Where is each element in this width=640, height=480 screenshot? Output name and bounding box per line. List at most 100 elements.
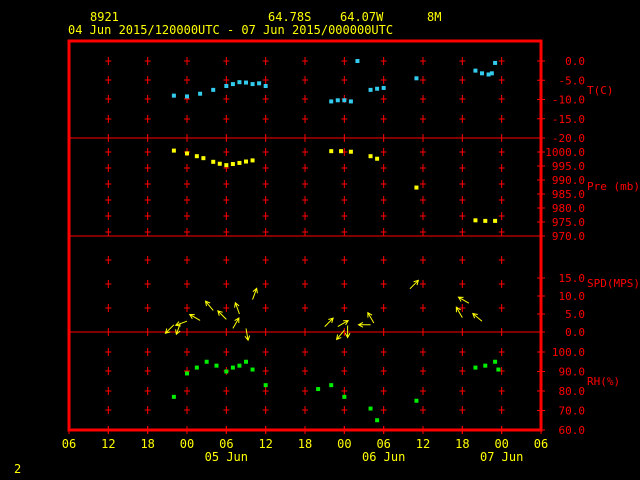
grid-cross [105, 256, 112, 264]
grid-cross [262, 148, 269, 156]
wind-arrow [204, 300, 214, 311]
grid-cross [105, 406, 112, 414]
humidity-point [185, 371, 189, 376]
grid-cross [420, 148, 426, 156]
grid-cross [341, 164, 348, 172]
grid-cross [184, 387, 190, 395]
temperature-point [414, 76, 419, 81]
humidity-point [244, 359, 248, 364]
grid-cross [459, 115, 466, 123]
x-tick-label: 00 [337, 437, 351, 451]
y-tick-label: 15.0 [559, 272, 586, 285]
grid-cross [144, 164, 151, 172]
temperature-point [480, 71, 484, 76]
grid-cross [380, 115, 387, 123]
grid-cross [262, 196, 269, 204]
grid-cross [498, 57, 505, 65]
y-tick-label: 100.0 [552, 346, 585, 359]
grid-cross [144, 57, 151, 65]
grid-cross [262, 280, 269, 288]
grid-cross [420, 406, 426, 414]
grid-cross [144, 328, 151, 336]
grid-cross [459, 196, 466, 204]
wind-arrow [188, 313, 201, 321]
series-pressure [171, 148, 498, 223]
grid-cross [223, 256, 230, 264]
grid-cross [459, 134, 466, 142]
grid-cross [459, 304, 466, 312]
x-tick-label: 12 [101, 437, 115, 451]
grid-cross [459, 387, 466, 395]
panel-label-wind: SPD(MPS) [587, 277, 640, 290]
grid-cross [420, 228, 426, 236]
grid-cross [380, 348, 387, 356]
grid-cross [459, 57, 466, 65]
grid-cross [144, 115, 151, 123]
grid-cross [144, 134, 151, 142]
pressure-point [211, 159, 216, 164]
data-series [164, 59, 501, 423]
humidity-point [171, 394, 176, 399]
pressure-point [217, 161, 222, 166]
grid-cross [380, 328, 387, 336]
grid-cross [184, 406, 190, 414]
grid-cross [302, 57, 308, 65]
grid-cross [262, 256, 269, 264]
grid-cross [498, 76, 505, 84]
temperature-point [237, 80, 242, 85]
grid-cross [262, 57, 269, 65]
wind-arrow [234, 301, 240, 315]
grid-cross [380, 148, 387, 156]
grid-cross [380, 134, 387, 142]
x-tick-label: 18 [298, 437, 312, 451]
grid-cross [184, 57, 190, 65]
grid-cross [105, 280, 112, 288]
grid-cross [262, 134, 269, 142]
humidity-point [230, 365, 235, 370]
humidity-point [368, 406, 373, 411]
grid-cross [420, 95, 426, 103]
x-tick-label: 06 [62, 437, 76, 451]
grid-cross [302, 348, 308, 356]
y-tick-label: 60.0 [559, 424, 586, 437]
grid-cross [459, 180, 466, 188]
panel-label-pressure: Pre (mb) [587, 180, 640, 193]
grid-cross [302, 256, 308, 264]
grid-cross [459, 367, 466, 375]
grid-cross [184, 196, 190, 204]
y-tick-label: 970.0 [552, 230, 585, 243]
grid-cross [262, 348, 269, 356]
station-longitude: 64.07W [340, 10, 384, 24]
grid-cross [302, 115, 308, 123]
grid-cross [184, 280, 190, 288]
x-tick-label: 06 [219, 437, 233, 451]
temperature-point [348, 99, 353, 104]
grid-cross [498, 256, 505, 264]
grid-cross [380, 95, 387, 103]
temperature-point [198, 91, 203, 96]
y-tick-label: 80.0 [559, 385, 586, 398]
humidity-point [214, 363, 219, 368]
footer-label: 2 [14, 462, 22, 476]
x-day-label: 06 Jun [362, 450, 405, 464]
grid-cross [223, 406, 230, 414]
grid-cross [459, 328, 466, 336]
grid-cross [262, 164, 269, 172]
grid-cross [459, 148, 466, 156]
grid-cross [262, 406, 269, 414]
grid-cross [144, 280, 151, 288]
y-tick-label: -20.0 [552, 132, 585, 145]
grid-cross [498, 328, 505, 336]
time-period: 04 Jun 2015/120000UTC - 07 Jun 2015/0000… [68, 23, 394, 37]
temperature-point [486, 72, 491, 77]
y-tick-label: 1000.0 [545, 146, 585, 159]
grid-cross [223, 387, 230, 395]
pressure-point [329, 149, 334, 154]
station-latitude: 64.78S [268, 10, 312, 24]
wind-arrow [335, 329, 345, 341]
y-tick-label: 0.0 [565, 326, 585, 339]
x-day-label: 05 Jun [205, 450, 248, 464]
y-tick-label: 980.0 [552, 202, 585, 215]
wind-arrow [232, 317, 240, 329]
grid-cross [144, 180, 151, 188]
